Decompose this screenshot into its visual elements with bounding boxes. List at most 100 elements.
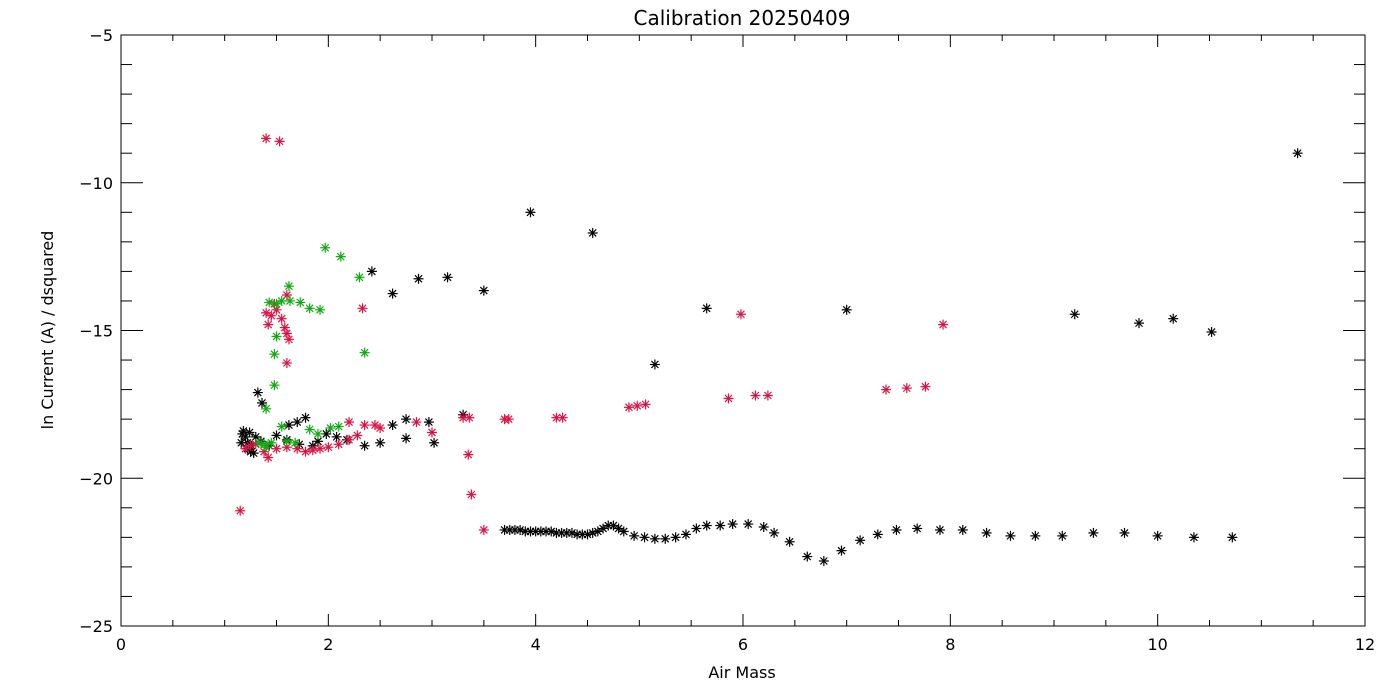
series-2 — [253, 242, 370, 453]
chart-title: Calibration 20250409 — [634, 6, 851, 30]
data-point — [458, 412, 469, 423]
data-point — [1292, 148, 1303, 159]
data-point — [244, 427, 255, 438]
data-point — [836, 545, 847, 556]
data-point — [276, 421, 287, 432]
data-point — [920, 381, 931, 392]
data-point — [263, 452, 274, 463]
data-point — [598, 523, 609, 534]
data-point — [284, 295, 295, 306]
data-point — [423, 417, 434, 428]
data-point — [818, 555, 829, 566]
data-point — [632, 400, 643, 411]
y-tick-label: −20 — [79, 469, 113, 488]
data-point — [592, 526, 603, 537]
series-1 — [235, 133, 949, 535]
data-point — [256, 397, 267, 408]
data-point — [295, 297, 306, 308]
y-tick-label: −15 — [79, 322, 113, 341]
data-point — [784, 536, 795, 547]
data-point — [300, 446, 311, 457]
data-point — [802, 551, 813, 562]
data-point — [292, 417, 303, 428]
data-point — [253, 437, 264, 448]
data-point — [312, 436, 323, 447]
data-point — [261, 403, 272, 414]
data-point — [283, 281, 294, 292]
data-point — [369, 420, 380, 431]
data-point — [281, 436, 292, 447]
data-point — [762, 390, 773, 401]
data-point — [315, 443, 326, 454]
data-point — [841, 304, 852, 315]
data-point — [769, 527, 780, 538]
data-point — [855, 535, 866, 546]
data-point — [283, 420, 294, 431]
data-point — [891, 524, 902, 535]
data-point — [315, 304, 326, 315]
x-tick-label: 12 — [1355, 635, 1375, 654]
data-point — [333, 439, 344, 450]
data-point — [670, 532, 681, 543]
data-point — [263, 319, 274, 330]
data-point — [1168, 313, 1179, 324]
data-point — [758, 522, 769, 533]
data-point — [691, 523, 702, 534]
y-tick-label: −5 — [89, 26, 113, 45]
data-point — [283, 334, 294, 345]
data-point — [872, 529, 883, 540]
data-point — [387, 288, 398, 299]
data-point — [608, 520, 619, 531]
data-point — [261, 307, 272, 318]
axis-ticks — [120, 34, 1366, 627]
data-point — [466, 489, 477, 500]
data-point — [912, 523, 923, 534]
data-point — [236, 437, 247, 448]
data-point — [359, 440, 370, 451]
x-tick-label: 6 — [738, 635, 748, 654]
data-point — [304, 303, 315, 314]
data-point — [587, 227, 598, 238]
data-point — [375, 437, 386, 448]
data-point — [323, 442, 334, 453]
data-point — [359, 347, 370, 358]
data-point — [429, 437, 440, 448]
data-point — [727, 519, 738, 530]
data-point — [366, 266, 377, 277]
data-point — [735, 309, 746, 320]
data-point — [1134, 318, 1145, 329]
plot-frame — [120, 34, 1366, 627]
x-tick-label: 4 — [531, 635, 541, 654]
data-point — [660, 533, 671, 544]
data-point — [325, 423, 336, 434]
data-point — [743, 519, 754, 530]
data-point — [649, 533, 660, 544]
data-point — [1152, 530, 1163, 541]
data-point — [290, 437, 301, 448]
data-point — [261, 133, 272, 144]
data-point — [901, 383, 912, 394]
data-point — [359, 420, 370, 431]
data-point — [248, 448, 259, 459]
data-point — [269, 380, 280, 391]
data-point — [478, 285, 489, 296]
data-point — [271, 298, 282, 309]
data-point — [320, 242, 331, 253]
data-point — [1119, 527, 1130, 538]
data-point — [281, 358, 292, 369]
data-point — [1227, 532, 1238, 543]
data-point — [344, 417, 355, 428]
data-point — [464, 412, 475, 423]
data-point — [463, 449, 474, 460]
data-point — [1088, 527, 1099, 538]
x-tick-label: 8 — [945, 635, 955, 654]
data-point — [321, 428, 332, 439]
data-point — [723, 393, 734, 404]
y-tick-label: −25 — [79, 617, 113, 636]
data-point — [934, 524, 945, 535]
data-point — [335, 251, 346, 262]
data-point — [357, 303, 368, 314]
data-point — [333, 421, 344, 432]
data-point — [613, 523, 624, 534]
data-point — [387, 420, 398, 431]
